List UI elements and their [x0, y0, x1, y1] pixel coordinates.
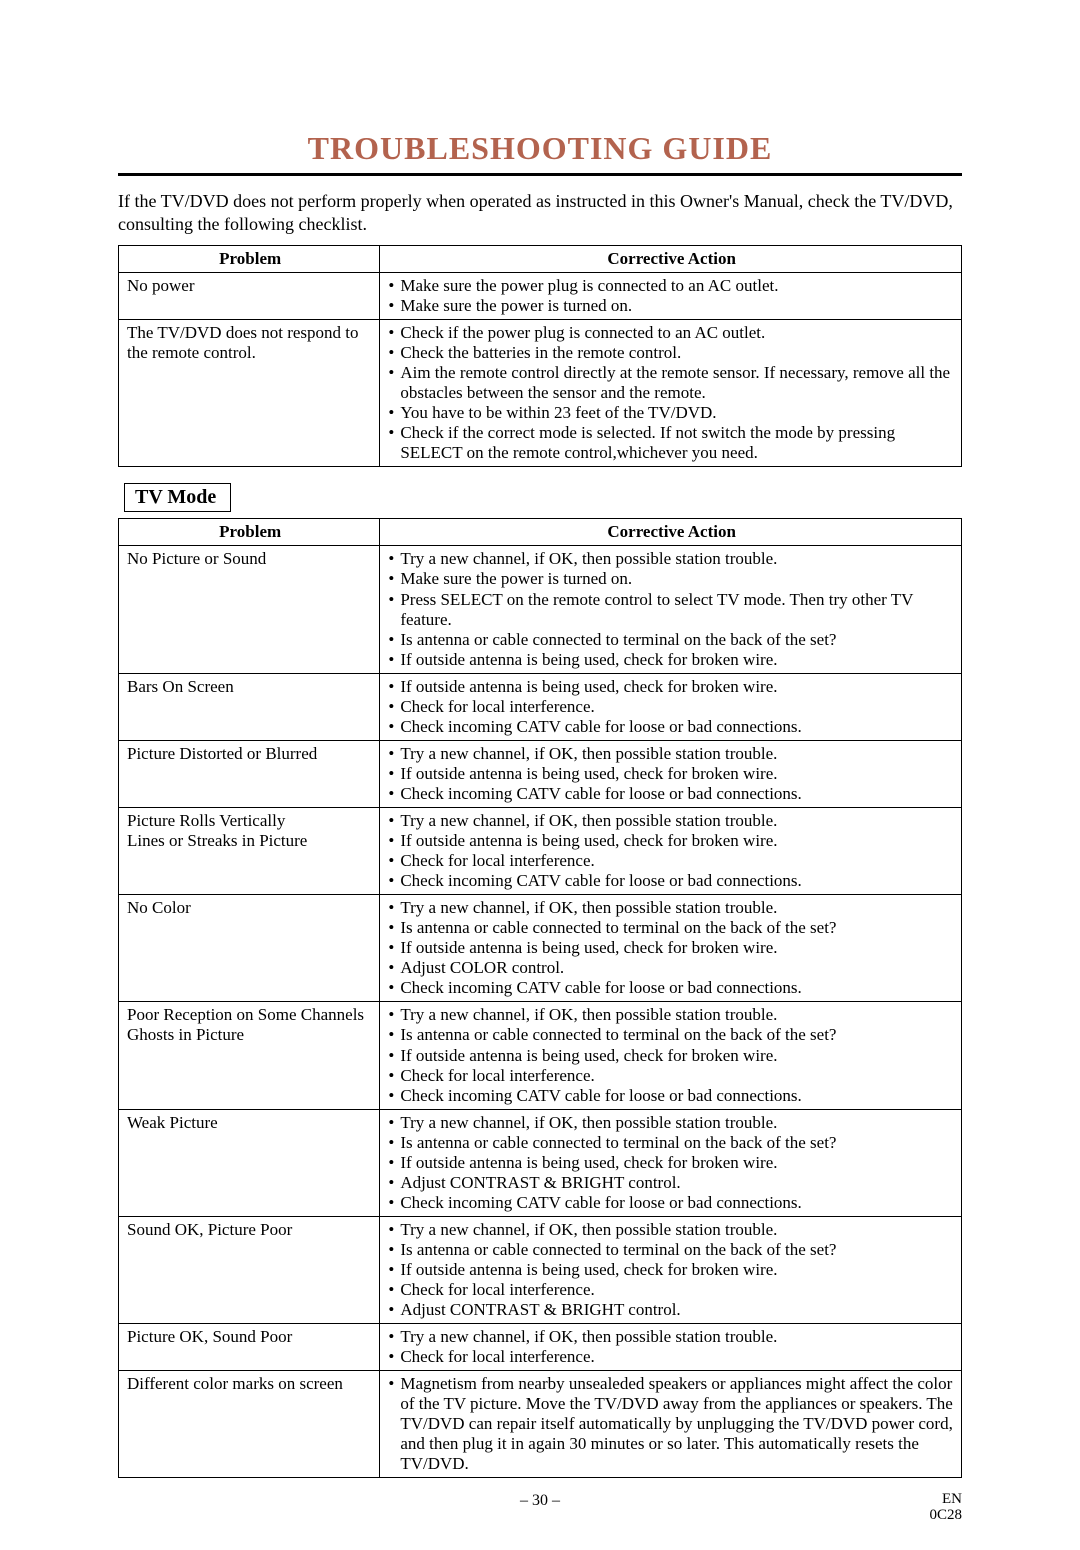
table-row: Poor Reception on Some ChannelsGhosts in… — [119, 1002, 962, 1109]
page-footer: – 30 – EN 0C28 — [118, 1492, 962, 1510]
mode-label: TV Mode — [124, 483, 231, 512]
problem-cell: Weak Picture — [119, 1109, 380, 1216]
action-cell: • If outside antenna is being used, chec… — [380, 673, 962, 740]
table-row: The TV/DVD does not respond to the remot… — [119, 320, 962, 467]
footer-code: 0C28 — [929, 1507, 962, 1523]
table-row: Bars On Screen• If outside antenna is be… — [119, 673, 962, 740]
problem-cell: Bars On Screen — [119, 673, 380, 740]
action-cell: • Try a new channel, if OK, then possibl… — [380, 895, 962, 1002]
intro-text: If the TV/DVD does not perform properly … — [118, 190, 962, 235]
table-row: Picture Rolls VerticallyLines or Streaks… — [119, 807, 962, 894]
action-cell: • Magnetism from nearby unsealeded speak… — [380, 1371, 962, 1478]
table-row: No power• Make sure the power plug is co… — [119, 273, 962, 320]
problem-cell: No Color — [119, 895, 380, 1002]
table-row: Picture Distorted or Blurred• Try a new … — [119, 740, 962, 807]
problem-cell: Picture OK, Sound Poor — [119, 1324, 380, 1371]
table-row: Picture OK, Sound Poor• Try a new channe… — [119, 1324, 962, 1371]
problem-cell: Different color marks on screen — [119, 1371, 380, 1478]
problem-cell: Poor Reception on Some ChannelsGhosts in… — [119, 1002, 380, 1109]
header-action: Corrective Action — [380, 246, 962, 273]
problem-cell: Picture Rolls VerticallyLines or Streaks… — [119, 807, 380, 894]
problem-cell: No power — [119, 273, 380, 320]
problem-cell: The TV/DVD does not respond to the remot… — [119, 320, 380, 467]
header-action: Corrective Action — [380, 519, 962, 546]
table-row: Sound OK, Picture Poor• Try a new channe… — [119, 1216, 962, 1323]
action-cell: • Check if the power plug is connected t… — [380, 320, 962, 467]
page-title: TROUBLESHOOTING GUIDE — [118, 130, 962, 176]
action-cell: • Try a new channel, if OK, then possibl… — [380, 1002, 962, 1109]
tv-table: Problem Corrective Action No Picture or … — [118, 518, 962, 1478]
table-row: No Picture or Sound• Try a new channel, … — [119, 546, 962, 673]
general-table: Problem Corrective Action No power• Make… — [118, 245, 962, 467]
header-problem: Problem — [119, 246, 380, 273]
action-cell: • Try a new channel, if OK, then possibl… — [380, 1109, 962, 1216]
action-cell: • Try a new channel, if OK, then possibl… — [380, 1324, 962, 1371]
table-row: Different color marks on screen• Magneti… — [119, 1371, 962, 1478]
action-cell: • Try a new channel, if OK, then possibl… — [380, 740, 962, 807]
action-cell: • Try a new channel, if OK, then possibl… — [380, 1216, 962, 1323]
problem-cell: No Picture or Sound — [119, 546, 380, 673]
action-cell: • Make sure the power plug is connected … — [380, 273, 962, 320]
header-problem: Problem — [119, 519, 380, 546]
problem-cell: Sound OK, Picture Poor — [119, 1216, 380, 1323]
action-cell: • Try a new channel, if OK, then possibl… — [380, 807, 962, 894]
action-cell: • Try a new channel, if OK, then possibl… — [380, 546, 962, 673]
footer-lang: EN — [942, 1491, 962, 1507]
page-number: – 30 – — [118, 1492, 962, 1510]
table-row: Weak Picture• Try a new channel, if OK, … — [119, 1109, 962, 1216]
table-row: No Color• Try a new channel, if OK, then… — [119, 895, 962, 1002]
problem-cell: Picture Distorted or Blurred — [119, 740, 380, 807]
